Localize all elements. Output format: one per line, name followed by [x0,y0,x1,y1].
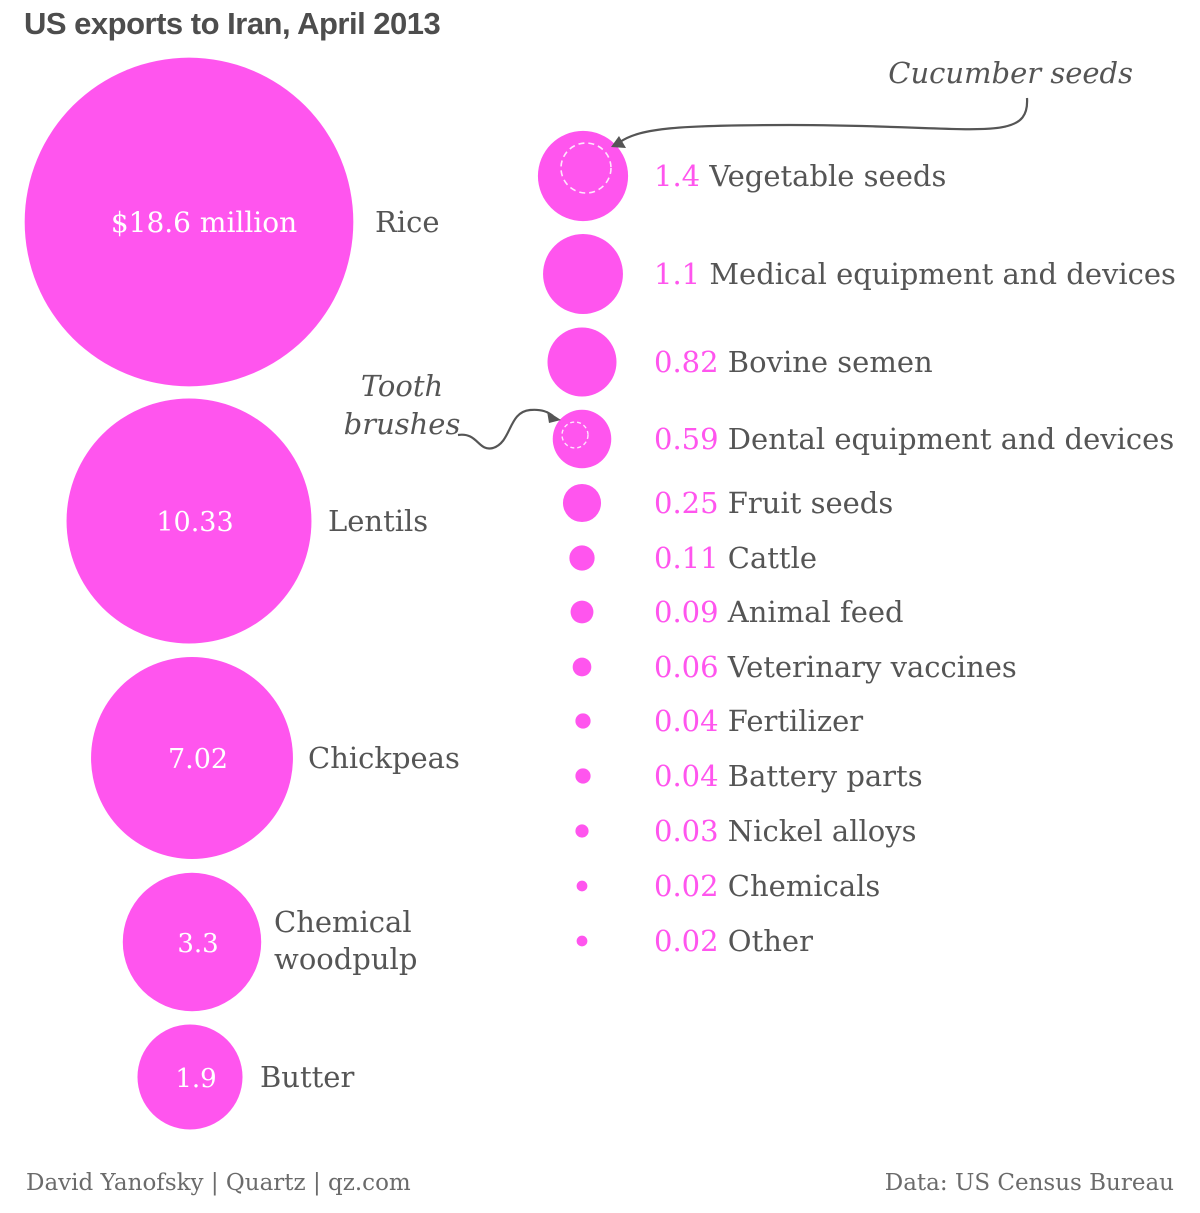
value-label-vegetable-seeds: 1.4 [654,159,700,193]
row-label-nickel-alloys: 0.03 Nickel alloys [654,814,916,848]
annotation-cucumber-seeds: Cucumber seeds [888,56,1133,90]
category-label-lentils: Lentils [328,504,428,538]
bubble-other [576,935,588,947]
row-label-vegetable-seeds: 1.4 Vegetable seeds [654,159,946,193]
row-label-battery-parts: 0.04 Battery parts [654,759,923,793]
value-label-bovine-semen: 0.82 [654,345,719,379]
row-label-other: 0.02 Other [654,924,813,958]
value-label-animal-feed: 0.09 [654,595,719,629]
value-label-fertilizer: 0.04 [654,704,719,738]
row-label-bovine-semen: 0.82 Bovine semen [654,345,933,379]
bubble-butter [137,1024,243,1130]
row-label-veterinary-vaccines: 0.06 Veterinary vaccines [654,650,1017,684]
bubble-fertilizer [575,713,591,729]
value-label-butter: 1.9 [175,1064,216,1094]
value-label-nickel-alloys: 0.03 [654,814,719,848]
category-label-fruit-seeds: Fruit seeds [719,486,894,520]
value-label-chemicals: 0.02 [654,869,719,903]
category-label-veterinary-vaccines: Veterinary vaccines [719,650,1017,684]
category-label-nickel-alloys: Nickel alloys [719,814,917,848]
cucumber-seeds-dashed-circle [560,142,612,194]
row-label-dental-equipment-and-devices: 0.59 Dental equipment and devices [654,422,1174,456]
bubble-bovine-semen [547,327,617,397]
bubble-medical-equipment-and-devices [543,234,623,314]
category-label-butter: Butter [260,1060,354,1094]
category-label-rice: Rice [375,205,440,239]
category-label-other: Other [719,924,813,958]
annotation-tooth-brushes-arrowhead [547,411,561,423]
annotation-cucumber-seeds-arrowhead [611,136,626,148]
bubble-dental-equipment-and-devices [552,409,612,469]
row-label-medical-equipment-and-devices: 1.1 Medical equipment and devices [654,257,1176,291]
value-label-chemical-woodpulp: 3.3 [177,929,218,959]
bubble-animal-feed [570,600,594,624]
value-label-other: 0.02 [654,924,719,958]
category-label-chemical-woodpulp: Chemical woodpulp [274,905,417,976]
category-label-chemicals: Chemicals [719,869,881,903]
value-label-dental-equipment-and-devices: 0.59 [654,422,719,456]
bubble-chickpeas [91,657,293,859]
tooth-brushes-dashed-circle [561,421,589,449]
annotation-cucumber-seeds-arrow [619,97,1029,143]
category-label-chickpeas: Chickpeas [308,741,460,775]
bubble-chemical-woodpulp [122,872,262,1012]
row-label-animal-feed: 0.09 Animal feed [654,595,904,629]
bubble-chemicals [576,880,588,892]
value-label-veterinary-vaccines: 0.06 [654,650,719,684]
category-label-animal-feed: Animal feed [719,595,904,629]
bubble-lentils [66,398,312,644]
category-label-bovine-semen: Bovine semen [719,345,933,379]
bubble-veterinary-vaccines [572,657,592,677]
category-label-battery-parts: Battery parts [719,759,923,793]
bubble-rice [24,57,354,387]
value-label-battery-parts: 0.04 [654,759,719,793]
annotation-tooth-brushes-arrow [457,408,554,450]
row-label-cattle: 0.11 Cattle [654,541,817,575]
bubble-nickel-alloys [575,824,589,838]
chart-title: US exports to Iran, April 2013 [24,6,441,41]
value-label-rice: $18.6 million [111,206,297,239]
row-label-fertilizer: 0.04 Fertilizer [654,704,863,738]
value-label-chickpeas: 7.02 [168,744,228,775]
bubble-fruit-seeds [562,483,602,523]
category-label-cattle: Cattle [719,541,817,575]
category-label-medical-equipment-and-devices: Medical equipment and devices [700,257,1176,291]
row-label-fruit-seeds: 0.25 Fruit seeds [654,486,893,520]
value-label-fruit-seeds: 0.25 [654,486,719,520]
category-label-dental-equipment-and-devices: Dental equipment and devices [719,422,1175,456]
row-label-chemicals: 0.02 Chemicals [654,869,880,903]
annotation-tooth-brushes: Tooth brushes [344,369,461,441]
category-label-fertilizer: Fertilizer [719,704,864,738]
category-label-vegetable-seeds: Vegetable seeds [700,159,946,193]
footer-credit: David Yanofsky | Quartz | qz.com [26,1170,411,1196]
footer-source: Data: US Census Bureau [884,1170,1174,1196]
value-label-medical-equipment-and-devices: 1.1 [654,257,700,291]
bubble-cattle [569,545,595,571]
value-label-lentils: 10.33 [156,507,233,538]
value-label-cattle: 0.11 [654,541,719,575]
bubble-battery-parts [575,768,591,784]
